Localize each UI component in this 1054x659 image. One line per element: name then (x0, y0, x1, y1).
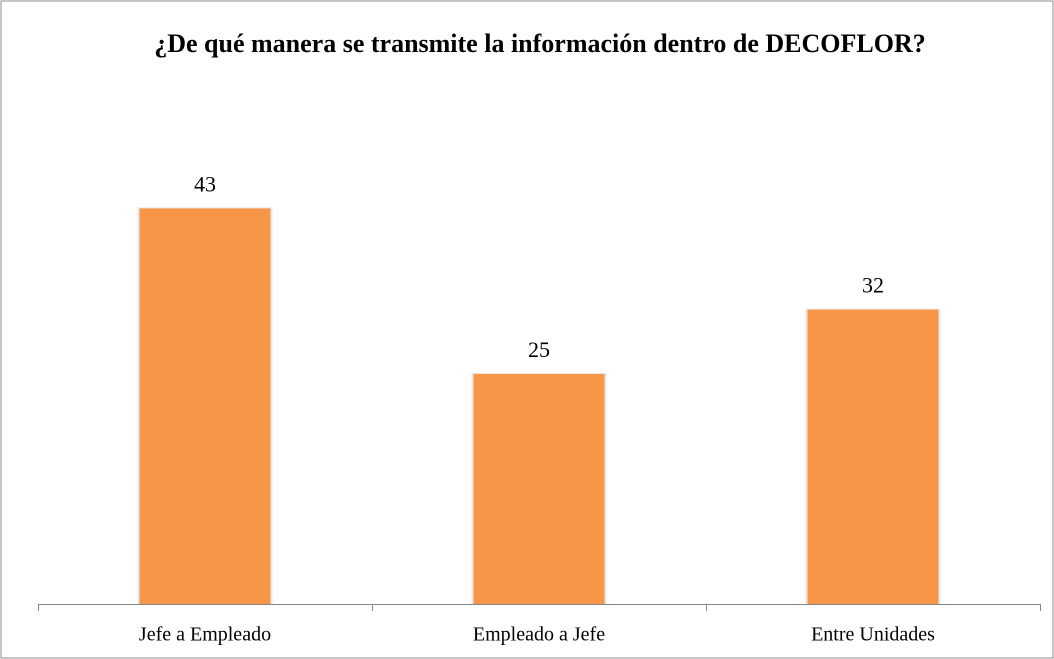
data-label: 32 (862, 273, 884, 298)
chart-title: ¿De qué manera se transmite la informaci… (154, 29, 926, 58)
x-tick-label: Jefe a Empleado (139, 624, 271, 646)
data-label: 43 (194, 171, 216, 196)
bar (473, 374, 605, 604)
data-label: 25 (528, 337, 550, 362)
bar (807, 309, 939, 604)
bar (139, 208, 271, 604)
x-tick-label: Entre Unidades (811, 624, 935, 646)
x-tick-label: Empleado a Jefe (473, 624, 605, 646)
